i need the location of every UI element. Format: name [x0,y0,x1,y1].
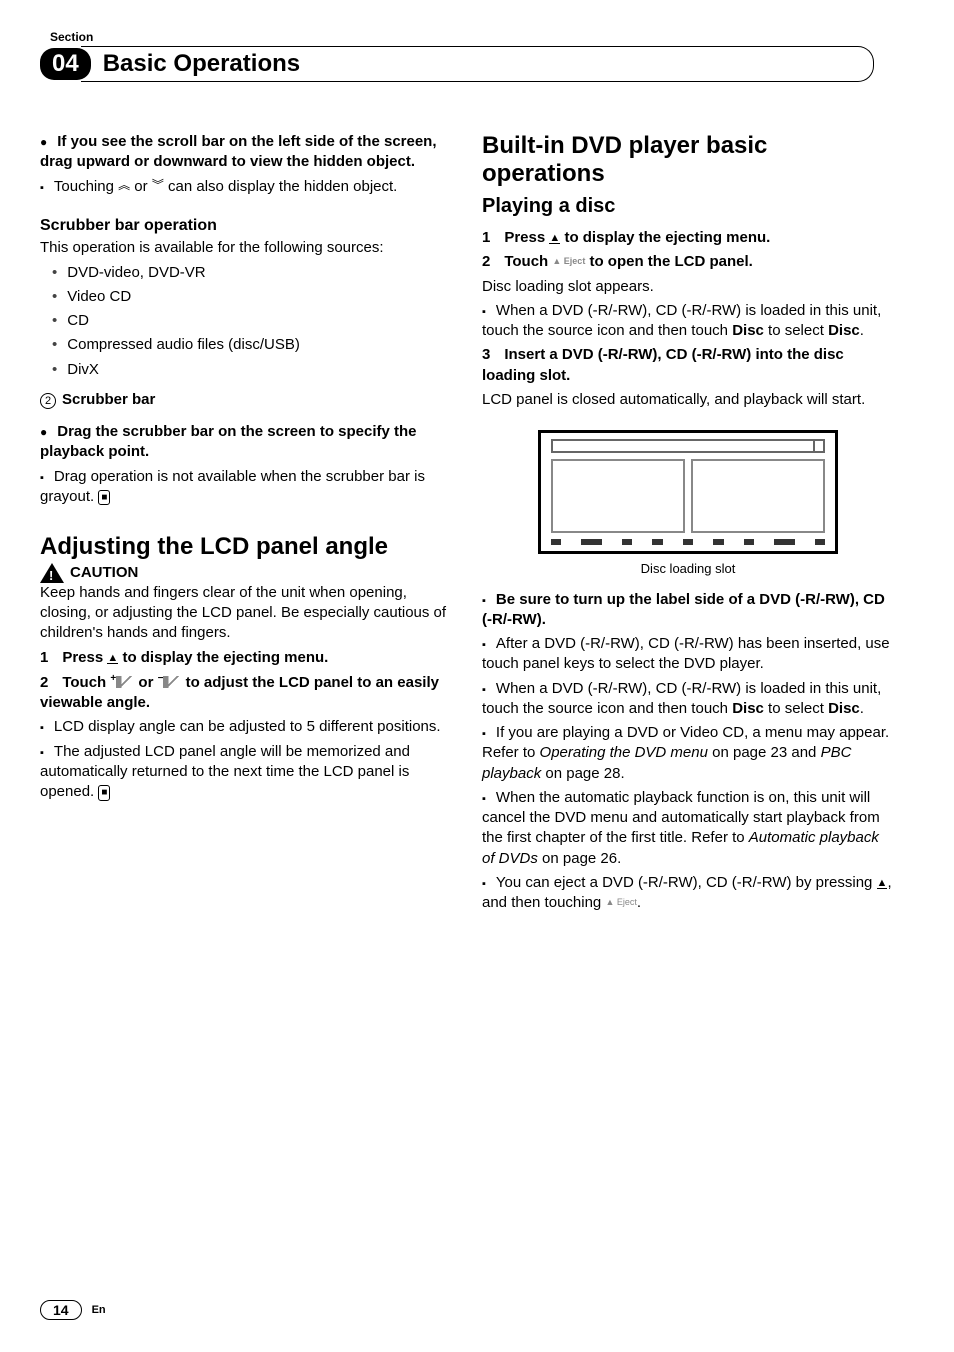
eject-icon [107,652,118,664]
adj-note1: LCD display angle can be adjusted to 5 d… [54,718,441,735]
scroll-note-a: Touching [54,178,118,195]
r-n1a: Be sure to turn up the label side of a [496,591,759,608]
tilt-up-icon [116,676,134,688]
scroll-note-c: can also display the hidden object. [164,178,398,195]
r-s1a: Press [504,229,549,246]
page-footer: 14 En [40,1300,106,1320]
end-mark-icon: ■ [98,490,110,506]
source-item: Compressed audio files (disc/USB) [67,336,300,353]
eject-open-icon: ▲ Eject [552,255,585,267]
eject-icon [877,877,888,889]
scroll-note-b: or [130,178,152,195]
r-s2a: Touch [504,253,552,270]
tilt-down-icon [163,676,181,688]
r-s2b: to open the LCD panel. [585,253,753,270]
r-n6a: You can eject a DVD (-R/-RW), CD (-R/-RW… [496,874,877,891]
drag-tip: Drag the scrubber bar on the screen to s… [40,423,417,460]
r-n3b: to select [764,700,828,717]
chevron-down-icon: ︾ [152,181,164,189]
disc-slot-graphic [551,439,825,453]
source-item: DVD-video, DVD-VR [67,264,205,281]
language-label: En [92,1304,106,1316]
r-s2-note-b: to select [764,322,828,339]
r-n6c: . [637,894,641,911]
page-number: 14 [40,1300,82,1320]
builtin-heading: Built-in DVD player basic operations [482,132,894,187]
eject-open-icon: ▲ Eject [605,896,636,908]
caution-row: CAUTION [40,563,452,583]
scrubber-bar-label: Scrubber bar [62,391,155,408]
r-s1b: to display the ejecting menu. [560,229,770,246]
adj-step1b: to display the ejecting menu. [118,649,328,666]
disc-label: Disc [828,700,860,717]
adj-step2a: Touch [62,674,110,691]
right-column: Built-in DVD player basic operations Pla… [482,132,894,917]
r-s3-line: LCD panel is closed automatically, and p… [482,390,894,410]
chevron-up-icon: ︽ [118,181,130,189]
source-item: CD [67,312,89,329]
section-label: Section [50,30,894,44]
figure-caption: Disc loading slot [538,560,838,578]
disc-label: Disc [828,322,860,339]
adj-step2b: or [134,674,157,691]
left-column: If you see the scroll bar on the left si… [40,132,452,917]
adjust-heading: Adjusting the LCD panel angle [40,533,452,561]
adj-note2: The adjusted LCD panel angle will be mem… [40,743,410,801]
device-figure: Disc loading slot [538,430,838,578]
r-n2: After a DVD (-R/-RW), CD (-R/-RW) has be… [482,635,890,672]
ref-dvd-menu: Operating the DVD menu [540,744,708,761]
r-n5c: on page 26. [538,850,621,867]
caution-body: Keep hands and fingers clear of the unit… [40,583,452,644]
chapter-title: Basic Operations [81,50,300,77]
playing-heading: Playing a disc [482,193,894,220]
end-mark-icon: ■ [98,785,110,801]
r-s3: Insert a DVD (-R/-RW), CD (-R/-RW) into … [482,346,844,383]
disc-label: Disc [732,700,764,717]
caution-label: CAUTION [70,563,138,583]
chapter-header: 04 Basic Operations [40,46,894,82]
eject-icon [549,232,560,244]
adj-step1a: Press [62,649,107,666]
scrubber-heading: Scrubber bar operation [40,215,452,237]
r-n4e: on page 28. [541,765,624,782]
section-number-badge: 04 [40,48,91,80]
r-n4c: on page 23 and [708,744,821,761]
callout-2-icon: 2 [40,393,56,409]
scrubber-intro: This operation is available for the foll… [40,238,452,258]
disc-label: Disc [732,322,764,339]
source-item: DivX [67,361,99,378]
source-item: Video CD [67,288,131,305]
warning-icon [40,563,64,583]
scroll-tip: If you see the scroll bar on the left si… [40,133,437,170]
r-s2-line: Disc loading slot appears. [482,277,894,297]
